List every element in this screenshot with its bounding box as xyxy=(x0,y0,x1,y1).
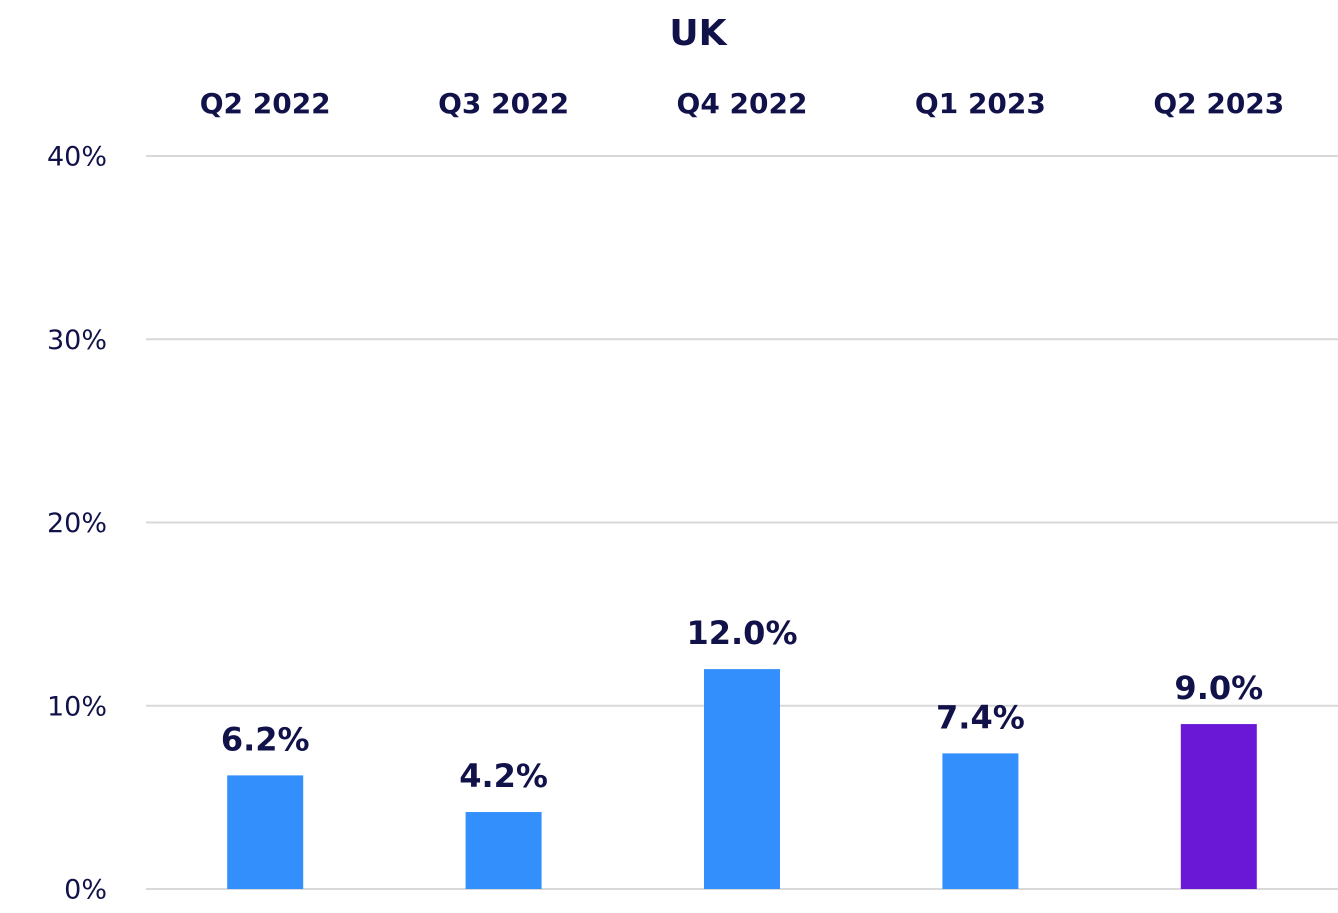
y-tick-label: 20% xyxy=(47,508,107,539)
value-label: 12.0% xyxy=(686,614,797,652)
x-tick-label: Q3 2022 xyxy=(438,87,569,120)
bar xyxy=(465,812,542,889)
bar xyxy=(942,753,1019,889)
y-tick-label: 30% xyxy=(47,325,107,356)
x-tick-label: Q1 2023 xyxy=(915,87,1046,120)
y-tick-label: 0% xyxy=(64,875,107,906)
x-tick-label: Q2 2023 xyxy=(1153,87,1284,120)
value-label: 4.2% xyxy=(459,757,548,795)
value-label: 9.0% xyxy=(1174,669,1263,707)
bar xyxy=(1180,724,1257,889)
y-tick-label: 10% xyxy=(47,691,107,722)
value-label: 7.4% xyxy=(936,698,1025,736)
bar xyxy=(227,775,304,889)
value-label: 6.2% xyxy=(221,720,310,758)
x-tick-label: Q4 2022 xyxy=(677,87,808,120)
y-tick-label: 40% xyxy=(47,142,107,173)
x-tick-label: Q2 2022 xyxy=(200,87,331,120)
chart-title: UK xyxy=(669,13,727,54)
bar xyxy=(704,669,780,889)
